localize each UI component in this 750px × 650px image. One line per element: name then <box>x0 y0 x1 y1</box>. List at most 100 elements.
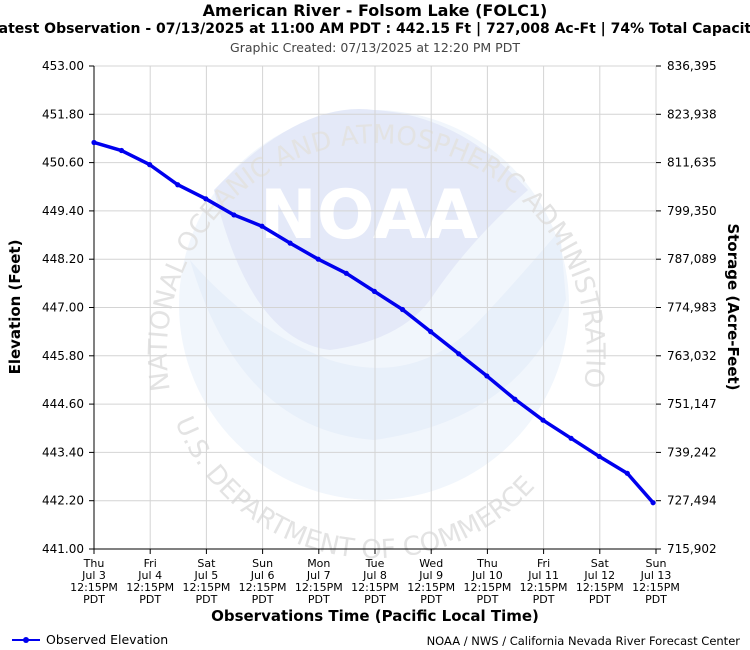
x-tick-label: PDT <box>533 593 555 606</box>
graphic-created-text: Graphic Created: 07/13/2025 at 12:20 PM … <box>230 40 520 55</box>
x-tick-label: Jul 9 <box>418 569 443 582</box>
x-tick-label: Jul 5 <box>194 569 219 582</box>
x-tick-label: Sat <box>591 557 610 570</box>
y-tick-label: 451.80 <box>42 107 84 121</box>
x-tick-label: Mon <box>307 557 330 570</box>
x-tick-label: PDT <box>420 593 442 606</box>
x-tick-label: 12:15PM <box>576 581 624 594</box>
x-tick-label: 12:15PM <box>520 581 568 594</box>
y2-tick-label: 715,902 <box>667 542 717 556</box>
x-tick-label: Jul 8 <box>362 569 387 582</box>
x-tick-label: 12:15PM <box>239 581 287 594</box>
data-point <box>371 288 378 294</box>
credit-text: NOAA / NWS / California Nevada River For… <box>426 634 740 648</box>
data-point <box>259 223 265 229</box>
y2-tick-label: 811,635 <box>667 156 717 170</box>
data-point <box>147 162 153 168</box>
x-tick-label: 12:15PM <box>70 581 118 594</box>
data-point <box>91 139 97 146</box>
x-tick-label: Jul 7 <box>306 569 331 582</box>
x-tick-label: PDT <box>195 593 217 606</box>
x-tick-label: PDT <box>308 593 330 606</box>
data-point <box>203 196 209 202</box>
x-tick-label: 12:15PM <box>463 581 511 594</box>
x-tick-label: Thu <box>476 557 498 570</box>
data-point <box>175 182 181 188</box>
data-point <box>484 373 490 379</box>
data-point <box>118 147 125 154</box>
x-tick-label: Sun <box>252 557 273 570</box>
x-tick-label: 12:15PM <box>632 581 680 594</box>
chart-title: American River - Folsom Lake (FOLC1) <box>202 1 548 20</box>
chart-legend: Observed Elevation <box>12 632 168 647</box>
y2-tick-label: 739,242 <box>667 445 717 459</box>
y-tick-label: 442.20 <box>42 494 84 508</box>
data-point <box>624 470 630 476</box>
y-tick-label: 448.20 <box>42 252 84 266</box>
data-point <box>568 435 574 441</box>
x-tick-label: PDT <box>364 593 386 606</box>
noaa-logo-bird <box>214 109 528 350</box>
x-tick-label: Wed <box>419 557 443 570</box>
noaa-watermark-logo: NOAA <box>179 109 569 500</box>
y2-axis-label: Storage (Acre-Feet) <box>724 223 742 390</box>
y2-tick-label: 787,089 <box>667 252 717 266</box>
y-tick-label: 443.40 <box>42 445 84 459</box>
series-observed-elevation <box>91 139 656 506</box>
y-tick-label: 447.00 <box>42 301 84 315</box>
x-axis-label: Observations Time (Pacific Local Time) <box>211 607 539 625</box>
x-tick-label: 12:15PM <box>295 581 343 594</box>
x-tick-label: PDT <box>83 593 105 606</box>
y2-tick-label: 774,983 <box>667 301 717 315</box>
y2-tick-label: 751,147 <box>667 397 717 411</box>
x-tick-label: PDT <box>476 593 498 606</box>
x-tick-label: PDT <box>139 593 161 606</box>
x-tick-label: Fri <box>537 557 550 570</box>
noaa-logo-text: NOAA <box>260 176 479 255</box>
data-point <box>650 500 656 506</box>
x-tick-label: Jul 13 <box>640 569 672 582</box>
y-tick-label: 444.60 <box>42 397 84 411</box>
y2-tick-labels: 836,395 823,938 811,635 799,350 787,089 774,9… <box>667 59 717 556</box>
y-tick-label: 441.00 <box>42 542 84 556</box>
x-tick-label: Jul 12 <box>583 569 615 582</box>
data-point <box>512 396 518 402</box>
data-point <box>231 212 237 218</box>
legend-label: Observed Elevation <box>46 632 169 647</box>
chart-subtitle: Latest Observation - 07/13/2025 at 11:00… <box>0 21 750 37</box>
data-point <box>343 270 349 276</box>
x-tick-label: Jul 10 <box>471 569 503 582</box>
x-tick-label: Jul 4 <box>137 569 162 582</box>
data-point <box>287 240 293 246</box>
x-tick-label: 12:15PM <box>351 581 399 594</box>
y-tick-label: 449.40 <box>42 204 84 218</box>
y-tick-label: 450.60 <box>42 156 84 170</box>
x-tick-label: Tue <box>365 557 385 570</box>
x-tick-label: Jul 3 <box>81 569 106 582</box>
x-tick-label: Jul 11 <box>527 569 559 582</box>
x-tick-label: PDT <box>589 593 611 606</box>
data-point <box>428 329 434 335</box>
y2-tick-label: 823,938 <box>667 107 717 121</box>
x-tick-label: PDT <box>252 593 274 606</box>
legend-line-icon <box>12 636 40 643</box>
data-point <box>456 351 462 357</box>
y2-tick-label: 763,032 <box>667 349 717 363</box>
y-tick-label: 445.80 <box>42 349 84 363</box>
data-point <box>540 417 546 423</box>
y2-tick-label: 799,350 <box>667 204 717 218</box>
noaa-logo-wave <box>190 230 566 440</box>
y2-tick-label: 836,395 <box>667 59 717 73</box>
x-tick-label: Fri <box>144 557 157 570</box>
data-point <box>399 306 406 313</box>
y-tick-label: 453.00 <box>42 59 84 73</box>
x-tick-label: Sun <box>646 557 667 570</box>
y-axis-label: Elevation (Feet) <box>6 240 24 375</box>
x-tick-label: Thu <box>83 557 105 570</box>
x-tick-label: PDT <box>645 593 667 606</box>
x-tick-label: 12:15PM <box>126 581 174 594</box>
data-point <box>596 453 602 460</box>
data-point <box>315 256 321 262</box>
